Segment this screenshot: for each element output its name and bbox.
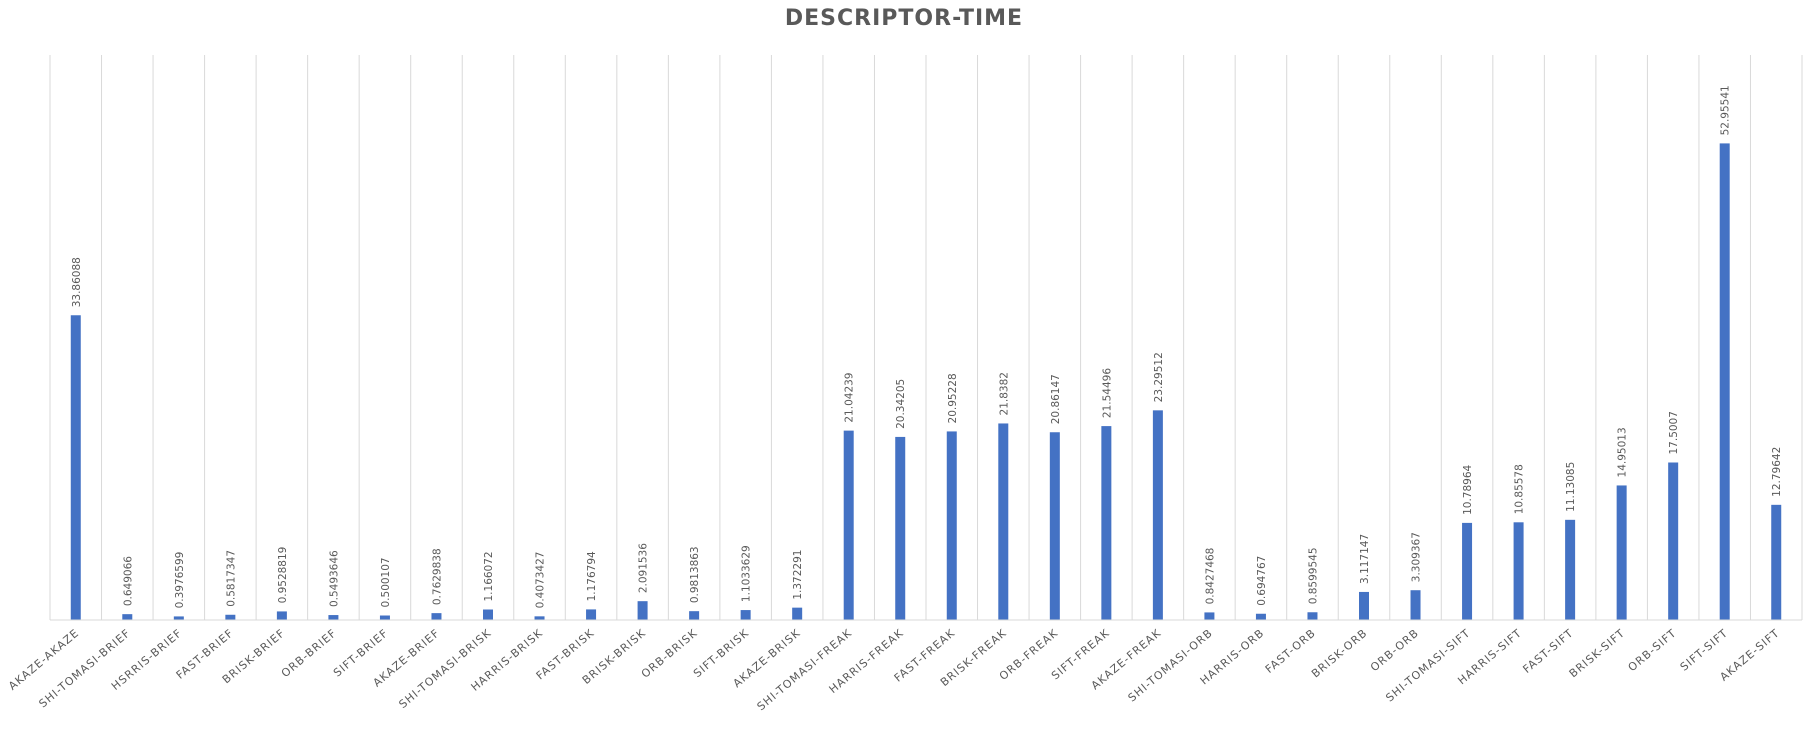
gridlines <box>49 55 1803 620</box>
x-tick-label: SHI-TOMASI-BRIEF <box>36 626 133 710</box>
bar-shi-tomasi-brief <box>122 614 133 620</box>
bar-brisk-freak <box>998 423 1009 620</box>
bar-orb-sift <box>1668 462 1679 620</box>
data-label: 0.3976599 <box>174 552 186 609</box>
bar-harris-freak <box>895 436 906 620</box>
data-label: 1.1033629 <box>741 545 753 602</box>
data-label: 33.86088 <box>71 257 83 307</box>
data-label: 21.54496 <box>1101 368 1113 418</box>
x-tick-label: ORB-SIFT <box>1626 626 1679 674</box>
x-tick-label: SIFT-SIFT <box>1678 626 1731 673</box>
bar-orb-orb <box>1410 590 1421 620</box>
data-label: 10.85578 <box>1514 464 1526 514</box>
bar-orb-brief <box>328 615 339 620</box>
bar-shi-tomasi-orb <box>1204 612 1215 620</box>
bar-akaze-sift <box>1771 504 1782 620</box>
data-label: 0.500107 <box>380 557 392 607</box>
x-axis-tick-labels: AKAZE-AKAZESHI-TOMASI-BRIEFHSRRIS-BRIEFF… <box>6 626 1782 713</box>
data-label: 20.86147 <box>1050 374 1062 424</box>
data-label: 21.04239 <box>844 373 856 423</box>
data-label: 52.95541 <box>1720 85 1732 135</box>
x-tick-label: BRISK-ORB <box>1309 626 1370 680</box>
bar-sift-sift <box>1719 143 1730 620</box>
data-label: 17.5007 <box>1668 411 1680 454</box>
data-label: 3.117147 <box>1359 534 1371 584</box>
x-tick-label: ORB-ORB <box>1368 626 1422 674</box>
bar-brisk-brief <box>276 611 287 620</box>
bar-harris-orb <box>1255 613 1266 620</box>
x-tick-label: SHI-TOMASI-ORB <box>1126 626 1216 704</box>
x-tick-label: BRISK-SIFT <box>1567 626 1628 680</box>
data-label: 0.9813863 <box>689 546 701 603</box>
bar-orb-freak <box>1049 432 1060 620</box>
chart-title: DESCRIPTOR-TIME <box>784 6 1024 31</box>
bar-brisk-orb <box>1359 591 1369 620</box>
bar-sift-freak <box>1101 426 1112 620</box>
bar-harris-brisk <box>534 616 545 620</box>
data-label: 23.29512 <box>1153 352 1165 402</box>
data-label: 20.34205 <box>895 379 907 429</box>
bars <box>70 143 1782 620</box>
bar-akaze-brisk <box>792 607 803 620</box>
data-label: 1.166072 <box>483 551 495 601</box>
data-label: 11.13085 <box>1565 462 1577 512</box>
x-tick-label: SHI-TOMASI-FREAK <box>755 626 855 713</box>
x-tick-label: ORB-BRISK <box>639 626 700 680</box>
data-label: 0.9528819 <box>277 547 289 604</box>
data-label: 0.5493646 <box>328 550 340 607</box>
data-label: 14.95013 <box>1617 427 1629 477</box>
data-label: 12.79642 <box>1771 447 1783 497</box>
bar-harris-sift <box>1513 522 1524 620</box>
data-label: 0.8599545 <box>1307 547 1319 604</box>
x-tick-label: SHI-TOMASI-BRISK <box>396 626 493 711</box>
data-labels: 33.86088 0.649066 0.3976599 0.5817347 0.9528… <box>71 85 1783 608</box>
bar-sift-brisk <box>740 610 751 620</box>
data-label: 3.309367 <box>1411 532 1423 582</box>
bar-akaze-brief <box>431 613 442 620</box>
bar-brisk-sift <box>1616 485 1627 620</box>
data-label: 0.694767 <box>1256 556 1268 606</box>
data-label: 0.5817347 <box>225 550 237 607</box>
x-tick-label: SHI-TOMASI-SIFT <box>1383 626 1473 704</box>
data-label: 1.372291 <box>792 550 804 600</box>
bar-orb-brisk <box>689 611 700 620</box>
bar-fast-orb <box>1307 612 1318 620</box>
bar-fast-sift <box>1565 519 1576 620</box>
data-label: 0.4073427 <box>535 552 547 609</box>
bar-akaze-freak <box>1152 410 1163 620</box>
data-label: 0.649066 <box>122 556 134 606</box>
bar-akaze-akaze <box>70 315 81 620</box>
bar-fast-brief <box>225 614 236 620</box>
data-label: 1.176794 <box>586 551 598 601</box>
bar-brisk-brisk <box>637 601 648 620</box>
data-label: 21.8382 <box>998 372 1010 415</box>
bar-shi-tomasi-freak <box>843 430 854 620</box>
data-label: 0.7629838 <box>431 548 443 605</box>
bar-fast-brisk <box>586 609 597 620</box>
bar-hsrris-brief <box>173 616 184 620</box>
data-label: 10.78964 <box>1462 464 1474 514</box>
bar-shi-tomasi-sift <box>1462 522 1473 620</box>
bar-fast-freak <box>946 431 957 620</box>
data-label: 2.091536 <box>638 543 650 593</box>
data-label: 20.95228 <box>947 373 959 423</box>
bar-shi-tomasi-brisk <box>483 609 493 620</box>
data-label: 0.8427468 <box>1204 548 1216 605</box>
bar-sift-brief <box>379 615 390 620</box>
x-tick-label: ORB-BRIEF <box>279 626 340 680</box>
